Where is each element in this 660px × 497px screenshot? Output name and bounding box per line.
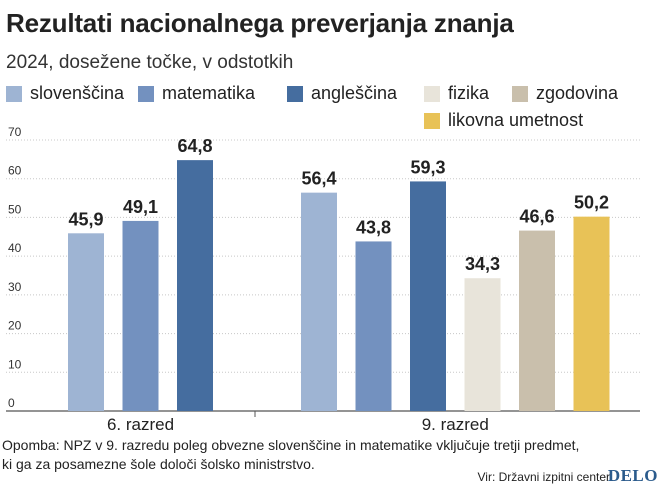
legend-item-zgodovina: zgodovina — [512, 83, 618, 104]
bar-9-razred-likovna-umetnost — [573, 216, 610, 411]
value-label-9-razred-likovna-umetnost: 50,2 — [574, 193, 609, 213]
legend-label-anglescina: angleščina — [311, 83, 398, 103]
bar-9-razred-anglescina — [410, 181, 446, 411]
value-label-6-razred-anglescina: 64,8 — [177, 136, 212, 156]
legend-label-zgodovina: zgodovina — [536, 83, 619, 103]
bar-9-razred-matematika — [355, 241, 392, 411]
value-label-9-razred-slovenscina: 56,4 — [301, 169, 336, 189]
value-label-6-razred-slovenscina: 45,9 — [68, 209, 103, 229]
legend-swatch-slovenscina — [6, 85, 22, 102]
group-label-6-razred: 6. razred — [107, 415, 174, 434]
legend-swatch-anglescina — [287, 85, 303, 102]
legend-item-fizika: fizika — [424, 83, 489, 104]
legend-label-fizika: fizika — [448, 83, 490, 103]
y-tick-label-40: 40 — [8, 241, 22, 255]
value-label-9-razred-matematika: 43,8 — [356, 217, 391, 237]
legend-item-likovna-umetnost: likovna umetnost — [424, 110, 583, 131]
y-tick-label-10: 10 — [8, 357, 22, 371]
footnote-line-2: ki ga za posamezne šole določi šolsko mi… — [2, 456, 315, 472]
bar-6-razred-anglescina — [177, 160, 213, 411]
bar-chart: 0 10 20 30 40 50 60 70 45,9 49,1 64,8 6. razred 56,4… — [6, 125, 640, 434]
value-label-9-razred-anglescina: 59,3 — [410, 157, 445, 177]
y-tick-label-50: 50 — [8, 202, 22, 216]
value-label-9-razred-fizika: 34,3 — [465, 254, 500, 274]
delo-logo: DELO — [607, 466, 658, 485]
y-tick-label-0: 0 — [8, 396, 15, 410]
legend-item-anglescina: angleščina — [287, 83, 397, 104]
legend-swatch-likovna-umetnost — [424, 112, 440, 129]
y-tick-label-20: 20 — [8, 319, 22, 333]
value-label-6-razred-matematika: 49,1 — [123, 197, 158, 217]
bar-9-razred-zgodovina — [519, 230, 555, 411]
source-note: Vir: Državni izpitni center — [477, 470, 611, 484]
legend-swatch-fizika — [424, 85, 440, 102]
bar-6-razred-matematika — [122, 220, 159, 411]
value-label-9-razred-zgodovina: 46,6 — [519, 207, 554, 227]
bar-6-razred-slovenscina — [68, 233, 104, 411]
legend-label-matematika: matematika — [162, 83, 256, 103]
chart-title: Rezultati nacionalnega preverjanja znanj… — [6, 8, 514, 38]
group-label-9-razred: 9. razred — [422, 415, 489, 434]
bar-9-razred-slovenscina — [301, 192, 337, 411]
y-tick-label-30: 30 — [8, 280, 22, 294]
chart-subtitle: 2024, dosežene točke, v odstotkih — [6, 52, 294, 73]
legend-swatch-matematika — [138, 85, 154, 102]
footnote: Opomba: NPZ v 9. razredu poleg obvezne s… — [2, 436, 579, 474]
legend-label-slovenscina: slovenščina — [30, 83, 125, 103]
y-tick-label-70: 70 — [8, 125, 22, 139]
legend-item-matematika: matematika — [138, 83, 255, 104]
legend-label-likovna-umetnost: likovna umetnost — [448, 110, 584, 130]
bar-9-razred-fizika — [464, 278, 501, 411]
legend-swatch-zgodovina — [512, 85, 528, 102]
footnote-line-1: Opomba: NPZ v 9. razredu poleg obvezne s… — [2, 437, 580, 453]
y-tick-label-60: 60 — [8, 164, 22, 178]
legend-item-slovenscina: slovenščina — [6, 83, 124, 104]
